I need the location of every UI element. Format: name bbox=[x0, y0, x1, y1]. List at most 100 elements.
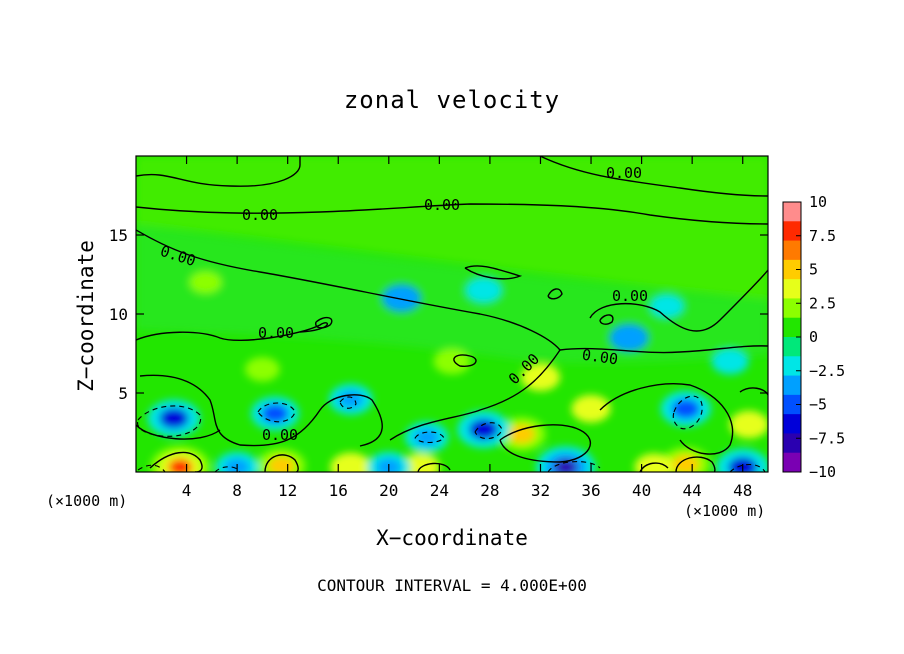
x-tick-label: 36 bbox=[581, 481, 600, 500]
contour-label: 0.00 bbox=[242, 206, 278, 224]
negative-contour bbox=[729, 463, 766, 472]
zero-contour bbox=[559, 345, 768, 354]
velocity-cell bbox=[330, 452, 372, 472]
contour-label: 0.00 bbox=[258, 324, 294, 342]
negative-contour bbox=[414, 431, 445, 444]
y-tick-label: 15 bbox=[109, 226, 128, 245]
negative-contour bbox=[257, 402, 296, 423]
velocity-cell bbox=[414, 428, 440, 446]
x-tick-label: 24 bbox=[430, 481, 449, 500]
colorbar-segment bbox=[783, 394, 801, 415]
colorbar-segment bbox=[783, 452, 801, 473]
zero-contour bbox=[417, 462, 451, 472]
zero-contour bbox=[675, 456, 716, 472]
negative-contour bbox=[672, 395, 703, 430]
x-tick-label: 8 bbox=[232, 481, 242, 500]
y-axis-label: Z−coordinate bbox=[74, 240, 98, 392]
zero-contour bbox=[139, 374, 383, 447]
velocity-cell bbox=[400, 453, 440, 472]
zero-contour bbox=[464, 265, 523, 280]
colorbar-segment bbox=[783, 221, 801, 242]
y-tick-label: 5 bbox=[118, 384, 128, 403]
x-tick-label: 28 bbox=[480, 481, 499, 500]
velocity-cell bbox=[159, 407, 189, 429]
negative-contour bbox=[547, 461, 601, 472]
colorbar-tick-label: −5 bbox=[809, 396, 827, 414]
velocity-cell bbox=[465, 277, 503, 304]
colorbar-segment bbox=[783, 375, 801, 396]
colorbar-segment bbox=[783, 337, 801, 357]
x-axis-label: X−coordinate bbox=[376, 526, 528, 550]
zero-contour bbox=[315, 316, 333, 329]
x-tick-label: 40 bbox=[632, 481, 651, 500]
velocity-cell bbox=[261, 404, 289, 424]
contour-lines bbox=[136, 156, 768, 472]
x-tick-label: 16 bbox=[329, 481, 348, 500]
colorbar-segment bbox=[783, 259, 801, 280]
colorbar-tick-label: 0 bbox=[809, 328, 818, 346]
contour-label: 0.00 bbox=[612, 287, 648, 305]
x-axis-ticks: 4 8 12 16 20 24 28 32 36 40 44 48 bbox=[182, 156, 752, 500]
colorbar-segment bbox=[783, 240, 801, 261]
contour-label: 0.00 bbox=[262, 426, 298, 444]
colorbar-tick-label: 7.5 bbox=[809, 227, 836, 245]
velocity-cell bbox=[189, 271, 222, 294]
zero-contour bbox=[149, 451, 203, 472]
velocity-cell bbox=[381, 284, 422, 313]
colorbar-segment bbox=[783, 433, 801, 454]
colorbar-tick-label: 5 bbox=[809, 261, 818, 279]
colorbar-segment bbox=[783, 202, 801, 222]
velocity-cell bbox=[649, 293, 685, 319]
x-tick-label: 4 bbox=[182, 481, 192, 500]
colorbar-segment bbox=[783, 317, 801, 338]
x-tick-label: 12 bbox=[278, 481, 297, 500]
x-tick-label: 20 bbox=[379, 481, 398, 500]
velocity-cell bbox=[433, 348, 471, 375]
colorbar-tick-label: −2.5 bbox=[809, 362, 845, 380]
colorbar: 10 7.5 5 2.5 0 −2.5 −5 −7.5 −10 bbox=[782, 193, 845, 481]
zero-contour bbox=[599, 314, 614, 325]
velocity-cell bbox=[711, 348, 749, 375]
colorbar-segment bbox=[783, 298, 801, 319]
contour-interval-note: CONTOUR INTERVAL = 4.000E+00 bbox=[317, 576, 587, 595]
contour-label: 0.00 bbox=[581, 346, 619, 369]
velocity-cell bbox=[571, 395, 611, 423]
x-tick-label: 44 bbox=[683, 481, 702, 500]
x-tick-label: 32 bbox=[531, 481, 550, 500]
zero-contour bbox=[136, 229, 561, 351]
zero-contour bbox=[389, 349, 561, 441]
velocity-cell bbox=[168, 458, 193, 472]
zero-contour bbox=[136, 424, 221, 440]
velocity-cell bbox=[469, 419, 499, 440]
velocity-cell bbox=[508, 424, 536, 444]
zero-contour bbox=[136, 322, 328, 341]
velocity-cell bbox=[609, 323, 649, 352]
zero-contour bbox=[136, 203, 768, 225]
zero-contour bbox=[547, 288, 563, 300]
colorbar-segment bbox=[783, 279, 801, 299]
colorbar-segment bbox=[783, 356, 801, 377]
x-tick-label: 48 bbox=[733, 481, 752, 500]
colorbar-tick-label: −7.5 bbox=[809, 429, 845, 447]
contour-label: 0.00 bbox=[424, 196, 460, 214]
velocity-cell bbox=[729, 410, 768, 439]
colorbar-segment bbox=[783, 414, 801, 434]
zero-contour bbox=[539, 156, 768, 197]
field-band bbox=[136, 156, 768, 300]
zero-contour bbox=[136, 156, 301, 187]
colorbar-tick-label: −10 bbox=[809, 463, 836, 481]
zero-contour bbox=[599, 383, 734, 455]
colorbar-tick-label: 2.5 bbox=[809, 294, 836, 312]
negative-contour bbox=[137, 464, 166, 472]
zero-contour bbox=[499, 424, 592, 463]
colorbar-tick-label: 10 bbox=[809, 193, 827, 211]
y-tick-label: 10 bbox=[109, 305, 128, 324]
y-axis-ticks: 5 10 15 bbox=[109, 226, 768, 403]
x-unit-left: (×1000 m) bbox=[46, 492, 128, 510]
x-unit-right: (×1000 m) bbox=[684, 502, 766, 520]
contour-label: 0.00 bbox=[606, 164, 642, 182]
zero-contour bbox=[264, 454, 299, 472]
chart-title: zonal velocity bbox=[343, 86, 561, 114]
